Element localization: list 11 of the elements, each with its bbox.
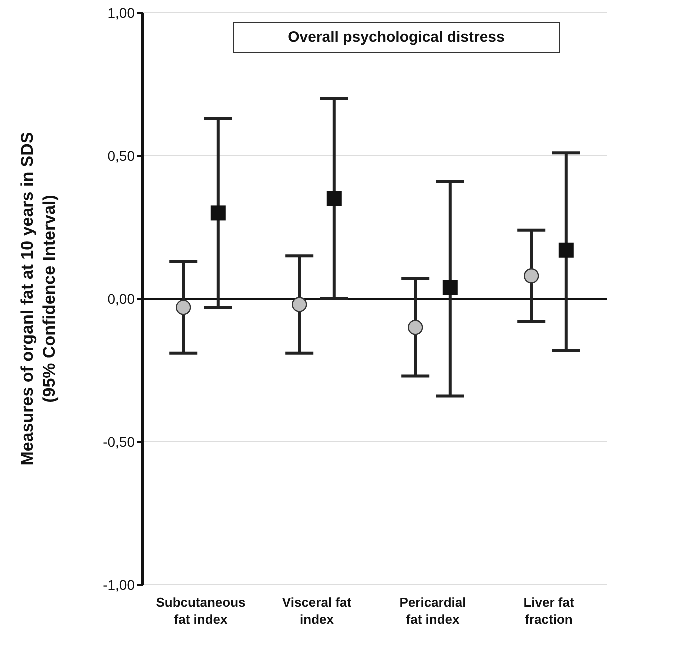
text: Overall psychological distress [233, 22, 560, 53]
y-tick-label: 0,00 [108, 290, 136, 307]
x-tick-label: Subcutaneous fat index [156, 595, 246, 627]
y-axis-title: Measures of organl fat at 10 years in SDS (95% Confidence Interval) [18, 132, 59, 466]
x-tick-label: Liver fat fraction [524, 595, 575, 627]
x-tick-label: Visceral fat index [282, 595, 352, 627]
y-tick-label: -1,00 [103, 576, 136, 593]
x-tick-label: Pericardial fat index [400, 595, 466, 627]
y-tick-label: -0,50 [103, 434, 136, 450]
y-tick-label: 0,50 [108, 148, 136, 164]
y-tick-label: 1,00 [108, 4, 136, 21]
